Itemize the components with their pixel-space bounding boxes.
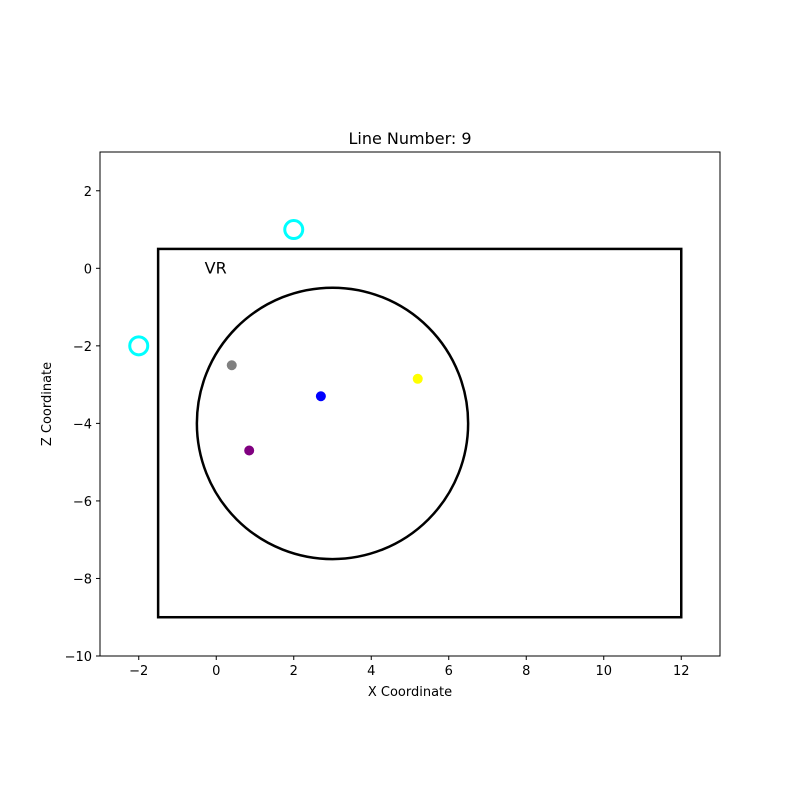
x-tick-label: 10 xyxy=(595,664,612,679)
y-tick-label: −8 xyxy=(73,572,92,587)
data-point xyxy=(244,445,255,456)
y-tick-label: −4 xyxy=(73,417,92,432)
plot-area: −2 0 2 4 6 8 10 12 −10 −8 −6 −4 −2 0 2 VR xyxy=(65,151,721,679)
x-tick-label: 2 xyxy=(290,664,298,679)
x-tick-label: 6 xyxy=(445,664,453,679)
x-tick-label: 4 xyxy=(367,664,375,679)
hollow-marker xyxy=(283,219,305,241)
data-point xyxy=(315,391,326,402)
region-rectangle xyxy=(156,247,683,619)
axes-frame xyxy=(99,151,721,657)
chart-title: Line Number: 9 xyxy=(348,129,471,148)
x-tick-label: 0 xyxy=(212,664,220,679)
y-tick-label: −2 xyxy=(73,340,92,355)
x-tick-label: −2 xyxy=(129,664,148,679)
y-tick-label: −6 xyxy=(73,495,92,510)
y-tick-label: 2 xyxy=(84,185,92,200)
annotation-label: VR xyxy=(205,258,227,277)
data-point xyxy=(412,373,423,384)
y-tick-label: −10 xyxy=(65,650,92,665)
x-axis-label: X Coordinate xyxy=(368,685,452,700)
x-tick-label: 12 xyxy=(673,664,690,679)
region-circle xyxy=(195,286,470,561)
y-axis-label: Z Coordinate xyxy=(40,362,55,446)
x-tick-label: 8 xyxy=(522,664,530,679)
y-tick-label: 0 xyxy=(84,262,92,277)
data-point xyxy=(226,360,237,371)
hollow-marker xyxy=(128,335,150,357)
